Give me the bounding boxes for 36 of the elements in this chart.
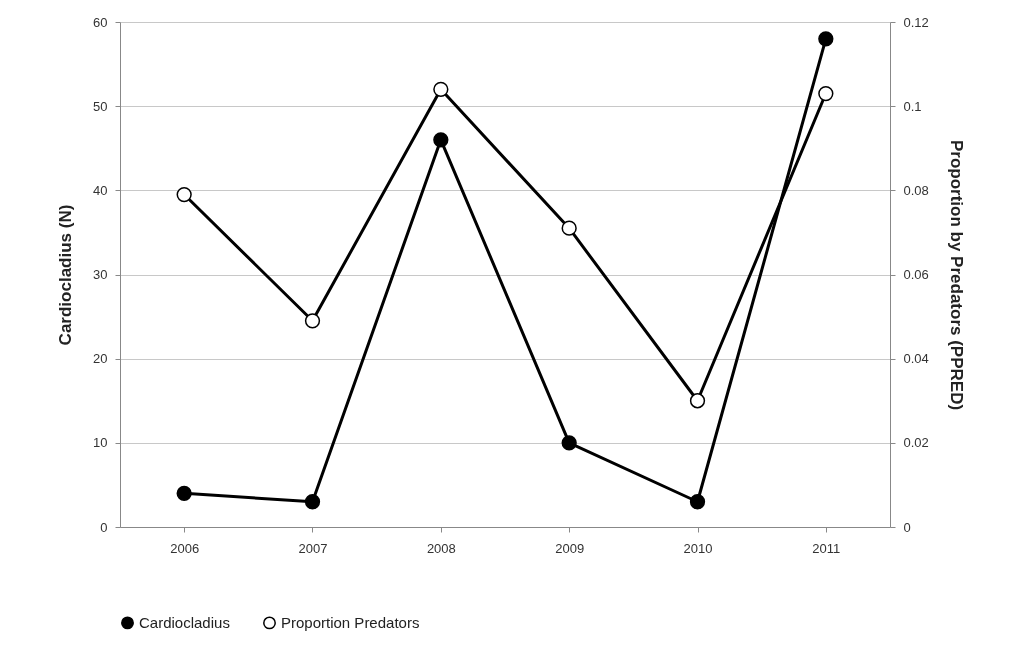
x-tick-label: 2007 (298, 540, 328, 556)
y-tick-label: 20 (93, 351, 108, 367)
x-tick-label: 2009 (555, 540, 585, 556)
point (818, 31, 834, 47)
y-tick-label: 60 (93, 14, 108, 30)
y-tick-label: 30 (93, 267, 108, 282)
point (689, 393, 706, 409)
point (304, 494, 321, 510)
y2-axis-title: Proportion by Predators (PPRED) (946, 139, 966, 411)
y-axis-title: Cardiocladius (N) (56, 204, 76, 346)
point (433, 132, 449, 148)
y2-tick-label: 0.04 (903, 351, 929, 367)
y-tick-label: 50 (93, 98, 108, 114)
y-tick-label: 10 (93, 435, 108, 451)
y2-tick-label: 0.02 (903, 435, 929, 451)
x-tick-label: 2006 (170, 540, 200, 556)
point (689, 494, 706, 510)
x-tick-label: 2008 (426, 540, 456, 556)
point (176, 485, 192, 501)
point (304, 313, 321, 329)
x-tick-label: 2011 (812, 540, 841, 556)
point (818, 85, 834, 102)
y2-tick-label: 0.06 (903, 267, 929, 282)
point (176, 186, 192, 203)
y-tick-label: 0 (100, 519, 108, 535)
legend-label: Proportion Predators (281, 613, 420, 631)
point (433, 81, 449, 97)
y2-tick-label: 0.12 (903, 14, 929, 30)
y2-tick-label: 0.1 (903, 98, 922, 114)
x-tick-label: 2010 (683, 540, 713, 556)
y2-tick-label: 0.08 (903, 182, 929, 198)
y2-tick-label: 0 (903, 519, 911, 535)
point (561, 220, 577, 236)
y-tick-label: 40 (93, 182, 108, 198)
legend-label: Cardiocladius (139, 613, 230, 631)
point (561, 435, 577, 451)
